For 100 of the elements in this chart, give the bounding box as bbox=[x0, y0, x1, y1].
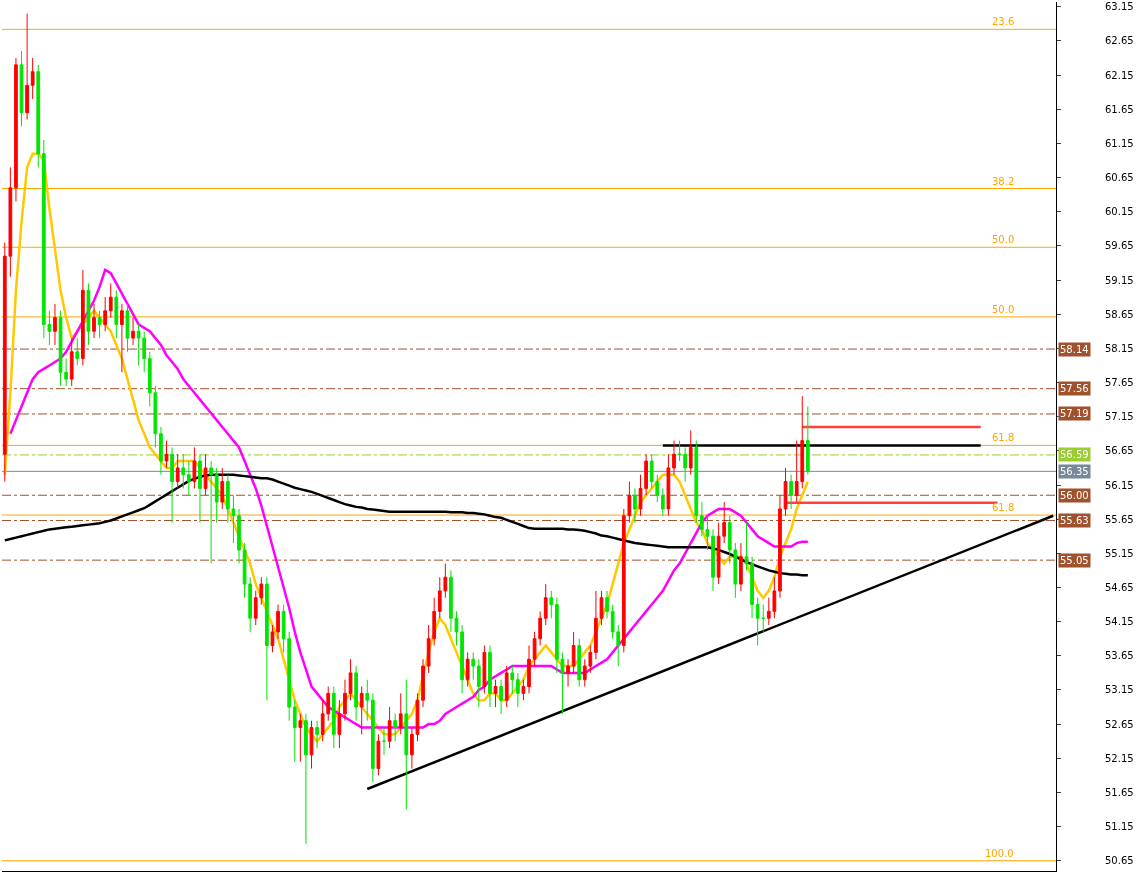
candlestick bbox=[69, 337, 74, 387]
candlestick bbox=[393, 713, 398, 742]
ref-line-label: 57.19 bbox=[1060, 408, 1089, 419]
candlestick bbox=[181, 453, 186, 489]
candlestick bbox=[276, 604, 280, 640]
y-tick-label: 62.65 bbox=[1105, 35, 1134, 47]
candlestick bbox=[527, 645, 531, 694]
annotation: 50.0 bbox=[992, 304, 1015, 315]
candlestick bbox=[549, 590, 554, 619]
annotation: 50.0 bbox=[992, 234, 1015, 245]
candlestick bbox=[108, 282, 113, 319]
candlestick bbox=[672, 440, 676, 476]
candlestick bbox=[605, 590, 609, 619]
y-tick-label: 54.65 bbox=[1105, 581, 1134, 593]
candlestick bbox=[633, 487, 637, 524]
candlestick bbox=[688, 429, 693, 476]
candlestick bbox=[343, 679, 347, 722]
candlestick bbox=[292, 699, 297, 763]
candlestick bbox=[694, 440, 699, 524]
candlestick bbox=[214, 467, 219, 524]
candlestick bbox=[739, 542, 743, 592]
y-tick-label: 52.65 bbox=[1105, 718, 1134, 730]
candlestick bbox=[265, 576, 269, 701]
candlestick bbox=[482, 645, 487, 694]
ref-line-label: 57.56 bbox=[1060, 383, 1089, 394]
candlestick bbox=[237, 508, 241, 565]
candlestick bbox=[471, 651, 476, 681]
candlestick bbox=[53, 303, 57, 346]
candlestick bbox=[309, 720, 314, 770]
candlestick bbox=[783, 467, 788, 517]
candlestick bbox=[778, 494, 782, 599]
candlestick bbox=[789, 474, 793, 510]
candlestick bbox=[398, 692, 403, 735]
candlestick bbox=[19, 50, 24, 127]
candlestick bbox=[86, 282, 91, 346]
candlestick bbox=[376, 733, 381, 776]
ref-line-label: 55.05 bbox=[1060, 555, 1089, 566]
candlestick bbox=[175, 453, 180, 489]
candlestick bbox=[660, 487, 665, 517]
candlestick bbox=[510, 665, 515, 694]
candlestick bbox=[571, 631, 576, 674]
candlestick bbox=[476, 658, 481, 708]
y-tick-label: 51.15 bbox=[1105, 821, 1134, 833]
candlestick bbox=[331, 686, 336, 749]
candlestick bbox=[387, 706, 392, 749]
candlestick bbox=[677, 440, 682, 462]
candlestick bbox=[164, 440, 169, 469]
y-tick-label: 52.15 bbox=[1105, 752, 1134, 764]
candlestick bbox=[97, 310, 102, 339]
y-tick-label: 60.15 bbox=[1105, 206, 1134, 218]
ref-line-label: 56.35 bbox=[1060, 466, 1089, 477]
annotation: 61.8 bbox=[992, 432, 1015, 443]
candlestick bbox=[315, 720, 319, 749]
candlestick bbox=[198, 453, 202, 524]
candlestick bbox=[75, 337, 80, 366]
y-tick-label: 62.15 bbox=[1105, 69, 1134, 81]
candlestick bbox=[683, 446, 688, 483]
y-tick-label: 55.15 bbox=[1105, 547, 1134, 559]
y-tick-label: 56.65 bbox=[1105, 445, 1134, 457]
candlestick bbox=[92, 303, 96, 339]
y-tick-label: 53.15 bbox=[1105, 684, 1134, 696]
candlestick bbox=[566, 658, 570, 688]
candlestick bbox=[359, 686, 364, 735]
candlestick bbox=[298, 713, 303, 763]
candlestick bbox=[186, 460, 191, 496]
candlestick bbox=[515, 672, 520, 708]
candlestick bbox=[666, 453, 671, 517]
y-tick-label: 57.65 bbox=[1105, 377, 1134, 389]
y-tick-label: 55.65 bbox=[1105, 513, 1134, 525]
y-tick-label: 60.65 bbox=[1105, 172, 1134, 184]
line-series bbox=[3, 473, 810, 577]
y-tick-label: 58.15 bbox=[1105, 342, 1134, 354]
annotation: 23.6 bbox=[992, 16, 1015, 27]
candlestick bbox=[504, 665, 509, 708]
y-tick-label: 53.65 bbox=[1105, 650, 1134, 662]
candlestick bbox=[465, 651, 470, 688]
annotation: 100.0 bbox=[985, 848, 1014, 859]
y-tick-label: 59.65 bbox=[1105, 240, 1134, 252]
candlestick bbox=[36, 64, 41, 168]
candlestick bbox=[192, 446, 197, 489]
y-tick-label: 58.65 bbox=[1105, 308, 1134, 320]
candlestick bbox=[131, 317, 135, 346]
candlestick bbox=[203, 453, 208, 496]
candlestick bbox=[170, 446, 174, 524]
y-tick-label: 63.15 bbox=[1105, 1, 1134, 13]
y-tick-label: 54.15 bbox=[1105, 616, 1134, 628]
annotation: 61.8 bbox=[992, 502, 1015, 513]
candlestick bbox=[337, 699, 342, 749]
candlestick bbox=[711, 528, 715, 592]
candlestick bbox=[354, 665, 358, 722]
candlestick bbox=[404, 679, 409, 811]
candlestick bbox=[365, 679, 370, 722]
candlestick bbox=[30, 57, 35, 100]
candlestick bbox=[25, 13, 29, 121]
candlestick bbox=[761, 604, 766, 633]
candlestick bbox=[543, 583, 548, 626]
y-tick-label: 56.15 bbox=[1105, 479, 1134, 491]
candlestick bbox=[493, 679, 498, 708]
candlestick bbox=[499, 679, 503, 715]
annotation: 38.2 bbox=[992, 176, 1015, 187]
